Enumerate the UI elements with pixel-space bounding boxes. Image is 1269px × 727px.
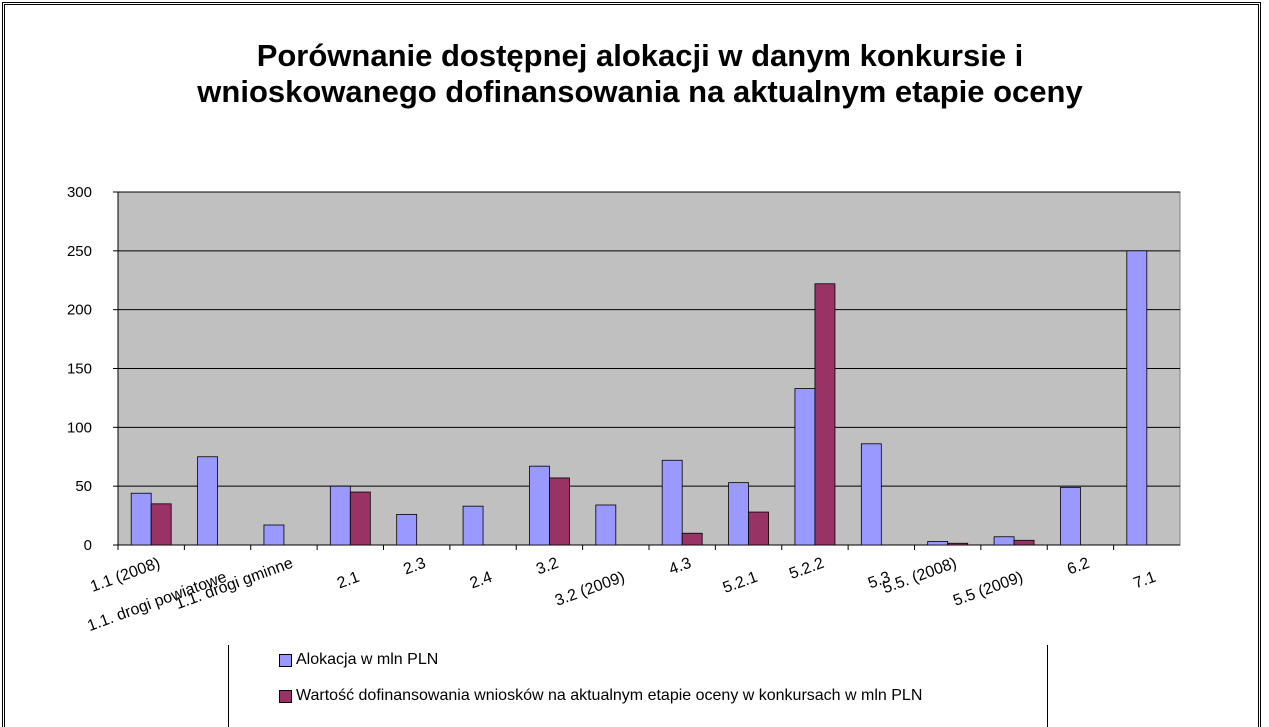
y-tick-label: 50 [75,478,92,495]
bar [549,477,570,546]
bar [728,482,749,546]
bar [681,532,703,546]
bar [814,283,836,546]
x-tick-label: 3.2 (2009) [553,569,627,610]
bar [130,492,152,546]
bar [794,388,816,546]
bar [927,541,949,546]
bar [595,504,617,546]
x-tick-label: 7.1 [1131,569,1158,593]
bar [947,542,969,546]
legend-label: Wartość dofinansowania wniosków na aktua… [296,687,923,704]
x-tick-label: 4.3 [667,555,694,579]
bar [150,503,172,546]
bar [1013,539,1035,546]
y-tick-label: 0 [84,537,92,554]
x-tick-label: 5.2.1 [721,569,760,597]
bar [993,536,1015,546]
x-tick-label: 2.4 [468,569,495,593]
bar [1126,250,1148,546]
bar [197,456,218,546]
bar [329,485,351,546]
y-tick-label: 150 [67,361,92,378]
chart-title: Porównanie dostępnej alokacji w danym ko… [197,38,1083,109]
legend-swatch [279,690,292,703]
legend-swatch [279,654,292,667]
y-tick-label: 200 [67,302,92,319]
bar [860,443,882,546]
y-tick-label: 250 [67,243,92,260]
legend: Alokacja w mln PLN Wartość dofinansowania… [228,645,1048,727]
y-tick-label: 100 [67,419,92,436]
x-tick-label: 3.2 [534,555,561,579]
legend-item: Wartość dofinansowania wniosków na aktua… [279,687,979,705]
bar [529,465,550,546]
bar [349,491,371,546]
bar [1060,486,1081,546]
x-tick-label: 6.2 [1065,555,1092,579]
x-tick-label: 1.1 (2008) [88,555,162,596]
y-tick-label: 300 [67,184,92,201]
bar [748,511,769,546]
x-tick-label: 2.1 [335,569,362,593]
bar [396,514,418,546]
bar [661,459,683,546]
x-tick-label: 5.2.2 [787,555,826,583]
x-tick-label: 5.5. (2008) [881,555,960,597]
legend-label: Alokacja w mln PLN [296,651,439,668]
legend-item: Alokacja w mln PLN [279,651,979,669]
x-tick-label: 5.5 (2009) [951,569,1025,610]
x-tick-label: 2.3 [401,555,428,579]
x-tick-label: 5.3 [866,569,893,593]
bar [263,524,285,546]
bar [462,505,484,546]
